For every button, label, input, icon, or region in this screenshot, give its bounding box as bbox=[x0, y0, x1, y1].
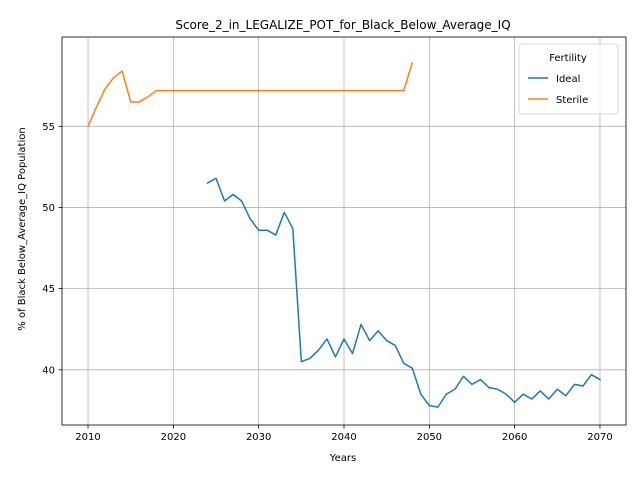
legend-label-sterile: Sterile bbox=[556, 95, 588, 106]
axis-ticks: 2010 2020 2030 2040 2050 2060 2070 40 45 50 55 bbox=[42, 122, 612, 443]
y-tick-label: 45 bbox=[42, 284, 55, 295]
legend-title: Fertility bbox=[549, 53, 587, 64]
legend-label-ideal: Ideal bbox=[556, 74, 580, 85]
chart-title: Score_2_in_LEGALIZE_POT_for_Black_Below_… bbox=[175, 18, 510, 32]
grid-lines bbox=[62, 37, 626, 425]
x-tick-label: 2010 bbox=[75, 432, 100, 443]
x-tick-label: 2070 bbox=[587, 432, 612, 443]
x-tick-label: 2040 bbox=[331, 432, 356, 443]
x-axis-label: Years bbox=[329, 453, 356, 464]
legend: Fertility Ideal Sterile bbox=[518, 43, 619, 115]
x-tick-label: 2060 bbox=[502, 432, 527, 443]
y-axis-label: % of Black Below_Average_IQ Population bbox=[17, 127, 28, 330]
x-tick-label: 2030 bbox=[246, 432, 271, 443]
x-tick-label: 2020 bbox=[161, 432, 186, 443]
y-tick-label: 40 bbox=[42, 365, 55, 376]
legend-box bbox=[518, 43, 619, 115]
series-line-sterile bbox=[87, 62, 414, 128]
y-tick-label: 50 bbox=[42, 203, 55, 214]
y-tick-label: 55 bbox=[42, 122, 55, 133]
series-line-ideal bbox=[206, 177, 602, 408]
x-tick-label: 2050 bbox=[417, 432, 442, 443]
series-lines bbox=[87, 62, 602, 408]
